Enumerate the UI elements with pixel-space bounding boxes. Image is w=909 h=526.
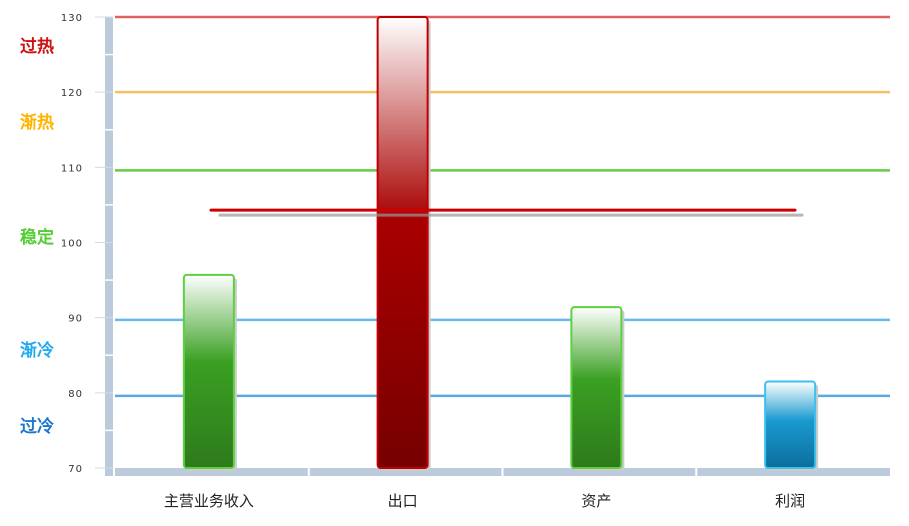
zone-label: 稳定 — [20, 227, 54, 248]
bar — [376, 16, 429, 469]
y-tick-label: 90 — [68, 314, 83, 325]
x-tick-label: 利润 — [775, 492, 805, 510]
bar — [764, 380, 817, 469]
bar — [182, 273, 235, 469]
x-tick-label: 主营业务收入 — [164, 492, 254, 510]
y-tick-label: 80 — [68, 389, 83, 400]
y-tick-label: 70 — [68, 464, 83, 475]
y-axis-bar — [105, 17, 113, 476]
y-tick-label: 100 — [61, 239, 83, 250]
zone-label: 过热 — [20, 36, 54, 57]
y-tick-label: 110 — [61, 163, 83, 174]
x-tick-label: 资产 — [581, 492, 611, 510]
x-tick-label: 出口 — [388, 492, 418, 510]
zone-label: 过冷 — [20, 416, 54, 437]
y-tick-label: 120 — [61, 88, 83, 99]
zone-label: 渐冷 — [20, 340, 54, 361]
y-tick-label: 130 — [61, 13, 83, 24]
zone-label: 渐热 — [20, 112, 54, 133]
bar — [570, 306, 623, 470]
